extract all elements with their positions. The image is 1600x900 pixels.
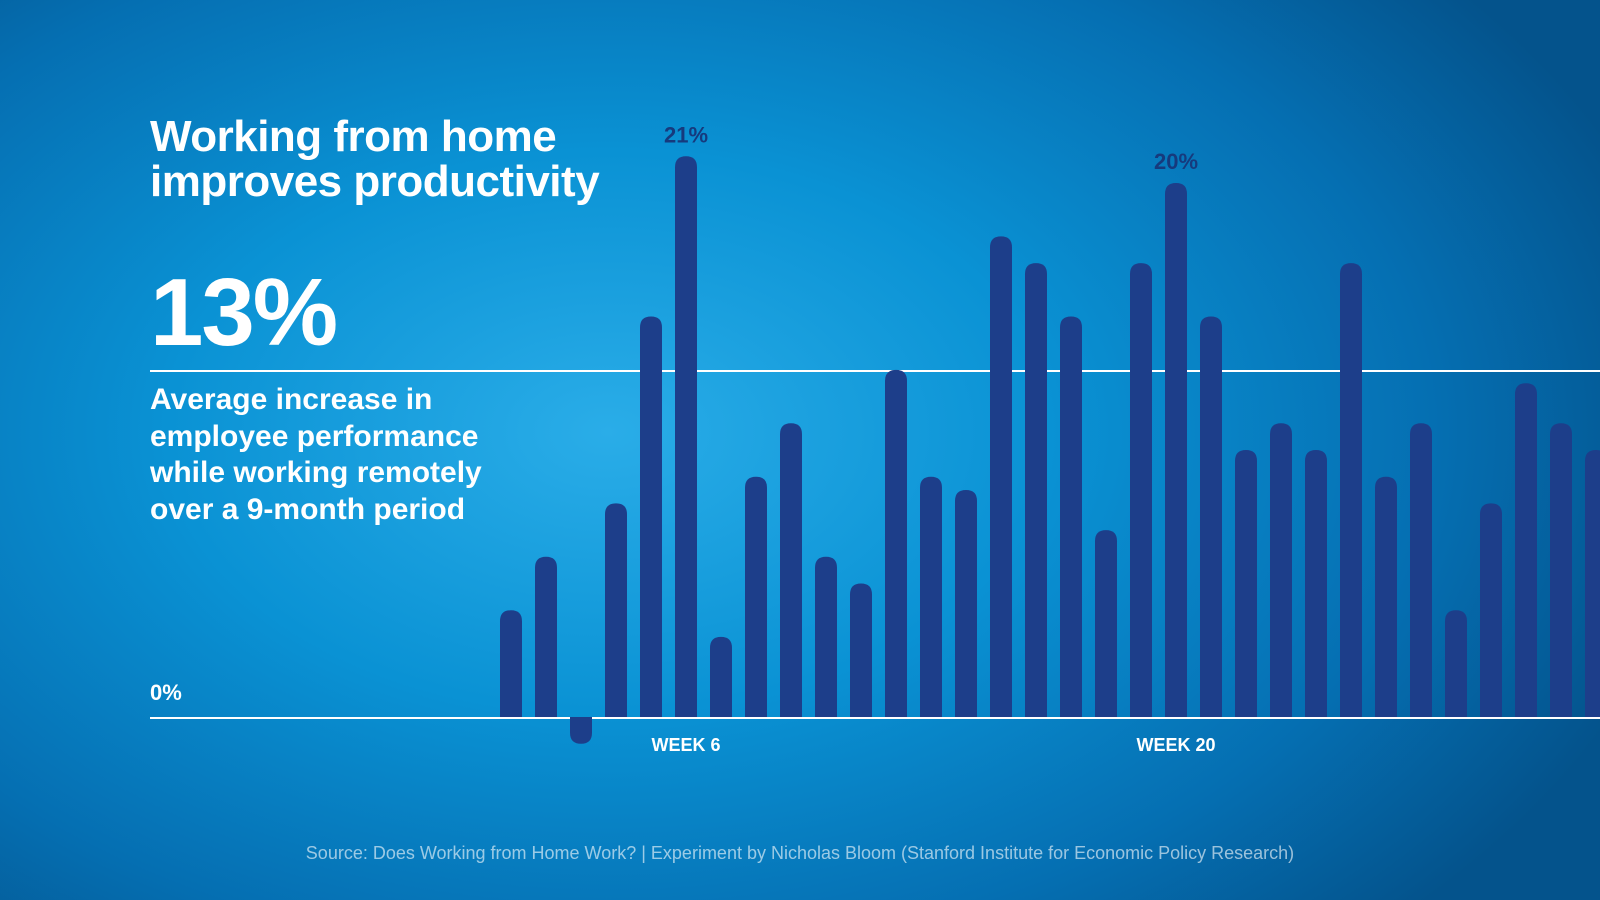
- bar: [920, 477, 942, 717]
- source-text: Source: Does Working from Home Work? | E…: [0, 843, 1600, 864]
- bar: [1410, 423, 1432, 717]
- infographic-canvas: Working from home improves productivity …: [0, 0, 1600, 900]
- bar: [675, 156, 697, 717]
- bar: [850, 584, 872, 718]
- bar: [990, 236, 1012, 717]
- bar: [885, 370, 907, 717]
- bar: [500, 610, 522, 717]
- bar: [745, 477, 767, 717]
- bar: [1550, 423, 1572, 717]
- bar-value-label: 21%: [664, 122, 708, 147]
- bar: [1270, 423, 1292, 717]
- bar: [955, 490, 977, 717]
- bar: [1340, 263, 1362, 717]
- bar: [1200, 317, 1222, 718]
- bar: [535, 557, 557, 717]
- bar: [1165, 183, 1187, 717]
- bar: [1585, 450, 1600, 717]
- bar: [780, 423, 802, 717]
- bar: [1130, 263, 1152, 717]
- bar: [640, 317, 662, 718]
- bar: [1235, 450, 1257, 717]
- bar: [710, 637, 732, 717]
- bar: [1445, 610, 1467, 717]
- x-axis-label: WEEK 6: [651, 735, 720, 755]
- bar: [815, 557, 837, 717]
- bar: [605, 503, 627, 717]
- x-axis-label: WEEK 20: [1136, 735, 1215, 755]
- bar-chart: 21% 20% WEEK 6 WEEK 20: [0, 0, 1600, 900]
- bar: [1480, 503, 1502, 717]
- bar-value-label: 20%: [1154, 149, 1198, 174]
- bar: [1060, 317, 1082, 718]
- bar: [1095, 530, 1117, 717]
- bar: [1375, 477, 1397, 717]
- bar: [1025, 263, 1047, 717]
- bar: [1305, 450, 1327, 717]
- bar: [570, 717, 592, 744]
- bar: [1515, 383, 1537, 717]
